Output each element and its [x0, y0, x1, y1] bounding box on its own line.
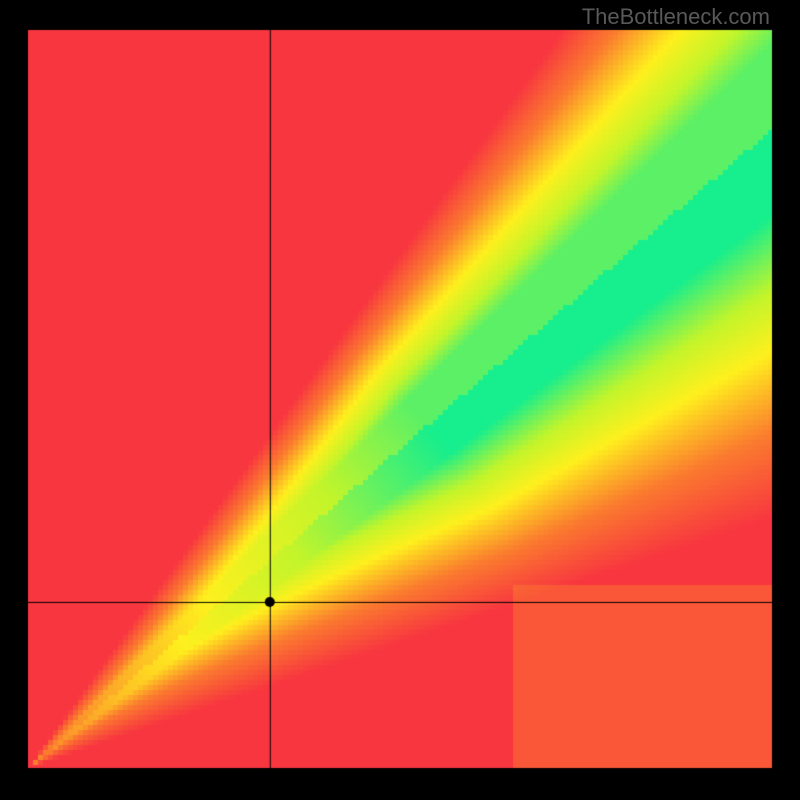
- watermark-text: TheBottleneck.com: [582, 4, 770, 30]
- heatmap-canvas: [0, 0, 800, 800]
- chart-container: TheBottleneck.com: [0, 0, 800, 800]
